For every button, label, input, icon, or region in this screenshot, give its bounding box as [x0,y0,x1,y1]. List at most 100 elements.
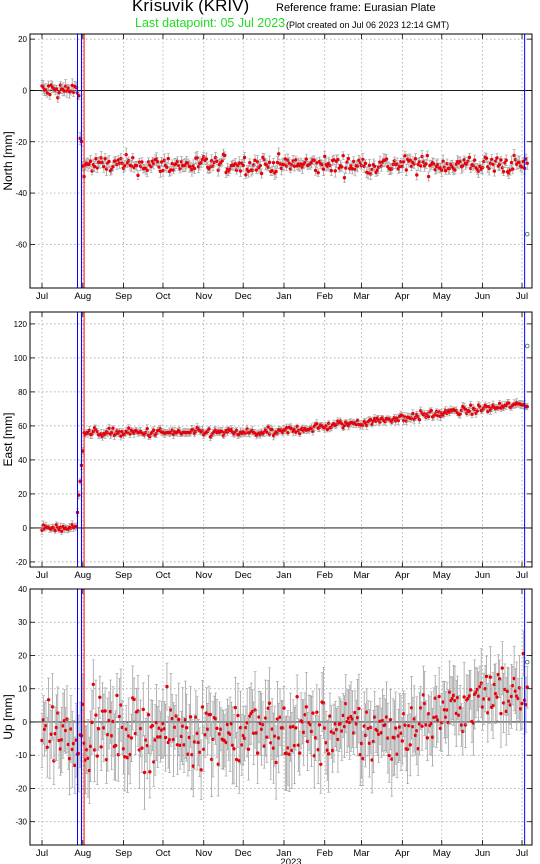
y-tick-label: -20 [15,784,27,793]
data-point [373,715,377,719]
data-point [161,721,165,726]
data-point [286,431,290,435]
data-point [54,522,59,527]
data-point [320,162,324,167]
data-point [86,756,90,761]
data-point [422,701,427,706]
data-point [283,157,287,161]
data-point [178,166,182,171]
x-tick-label: Oct [156,291,171,302]
data-point [450,696,455,701]
data-point [250,709,255,714]
data-point [459,723,464,727]
data-point [323,726,327,730]
data-point [156,735,160,739]
data-point [148,770,152,774]
data-point [484,674,489,679]
data-point [238,725,243,730]
data-point [119,703,123,707]
y-tick-label: -40 [15,189,27,198]
data-point [228,732,232,736]
data-point [292,743,297,748]
x-tick-label: Aug [74,570,91,581]
data-point [144,738,148,742]
data-point [311,429,315,433]
data-point [152,428,156,432]
data-point [265,430,269,434]
data-point [186,752,190,756]
data-point [290,748,294,753]
x-tick-label: Mar [353,291,369,302]
data-point [200,157,205,162]
data-point [166,156,170,161]
data-point [424,162,428,166]
data-point [121,747,126,751]
data-point [63,728,68,733]
data-point [480,705,485,709]
data-point [87,162,92,166]
panel-east: Jul Aug Sep Oct Nov Dec Jan Feb Mar Apr May Jun Jul 1… [1,311,533,581]
data-point [312,158,316,162]
data-point [275,717,280,721]
reference-frame-label: Reference frame: Eurasian Plate [276,2,436,14]
data-point [467,155,472,160]
data-point [511,683,515,688]
data-point [453,168,457,172]
data-point [472,158,477,162]
data-point [499,158,503,162]
data-point [475,409,479,413]
data-point [400,739,405,743]
x-tick-label: Nov [195,570,212,581]
data-point [467,409,472,414]
data-point [365,710,369,714]
data-point [308,722,312,727]
data-point [107,718,111,723]
data-point [62,719,67,723]
data-point [171,432,176,437]
x-tick-label: Oct [156,570,171,581]
data-point [54,725,59,730]
data-point [375,168,380,173]
data-point [70,83,74,88]
data-point [192,740,197,744]
data-point [342,724,347,729]
data-point [117,714,122,719]
data-point [266,706,270,710]
data-point [290,426,294,431]
data-point [383,723,387,727]
data-point [163,735,168,740]
data-point [482,159,486,164]
data-point [116,753,120,757]
data-point [395,416,399,420]
data-point [303,160,307,165]
data-point [99,745,103,749]
data-point [292,164,297,168]
data-point [407,723,411,728]
data-point [338,721,343,726]
data-point [270,427,274,432]
data-point [384,715,389,719]
data-point [92,164,97,169]
data-point [102,726,106,730]
data-point [486,711,490,715]
data-point [91,682,95,687]
data-point [324,741,328,745]
x-tick-label: Sep [115,291,132,302]
data-point [319,762,323,766]
data-point [237,161,241,165]
data-point [190,167,194,172]
data-point [85,748,89,752]
data-point [162,727,167,731]
data-point [336,737,340,742]
data-point [100,709,105,713]
data-point [461,164,465,168]
data-point [253,158,257,162]
data-point [217,732,222,736]
data-point [326,421,331,425]
data-point [492,169,497,173]
data-point [384,157,389,161]
data-point [484,156,489,160]
data-point [325,427,330,432]
data-point [157,165,161,169]
data-point [237,759,241,763]
